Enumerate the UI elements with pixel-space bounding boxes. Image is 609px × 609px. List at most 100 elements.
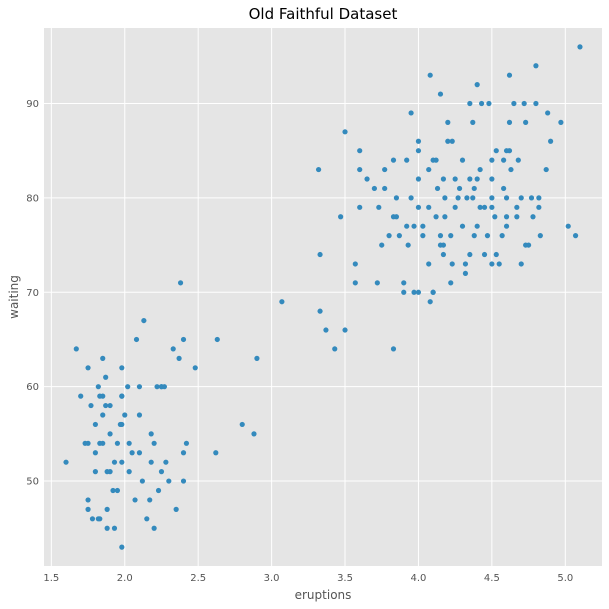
- data-point: [180, 478, 187, 484]
- data-point: [489, 195, 495, 201]
- data-point: [390, 346, 397, 352]
- data-point: [515, 157, 521, 163]
- data-point: [139, 478, 145, 484]
- data-point: [78, 393, 84, 399]
- data-point: [151, 440, 157, 446]
- data-point: [471, 185, 477, 192]
- data-point: [92, 450, 98, 456]
- data-point: [452, 204, 458, 210]
- data-point: [148, 431, 154, 437]
- data-point: [518, 261, 524, 267]
- data-point: [537, 233, 543, 239]
- data-point: [411, 223, 417, 229]
- data-point: [132, 497, 138, 503]
- data-point: [449, 138, 455, 144]
- data-point: [103, 374, 109, 380]
- data-point: [173, 506, 179, 512]
- data-point: [103, 402, 109, 409]
- data-point: [503, 223, 510, 229]
- data-point: [154, 384, 160, 390]
- data-point: [427, 299, 433, 305]
- data-point: [437, 91, 444, 97]
- data-point: [107, 431, 113, 437]
- data-point: [433, 157, 439, 163]
- data-point: [543, 166, 549, 173]
- data-point: [213, 450, 219, 456]
- data-point: [107, 469, 113, 475]
- x-tick-label: 2.0: [117, 573, 133, 584]
- data-point: [141, 317, 147, 324]
- data-point: [464, 195, 470, 201]
- data-point: [183, 440, 190, 446]
- data-point: [342, 129, 348, 135]
- data-point: [126, 469, 132, 475]
- data-point: [136, 384, 143, 390]
- data-point: [176, 355, 182, 361]
- data-point: [100, 355, 106, 361]
- data-point: [114, 487, 121, 494]
- data-point: [401, 280, 407, 286]
- data-point: [357, 148, 363, 154]
- data-point: [477, 166, 483, 173]
- data-point: [85, 440, 91, 446]
- data-point: [338, 214, 344, 220]
- y-tick-label: 60: [26, 382, 39, 393]
- data-point: [528, 195, 535, 201]
- data-point: [467, 100, 473, 107]
- data-point: [493, 148, 499, 154]
- data-point: [426, 166, 432, 173]
- data-point: [110, 487, 116, 494]
- data-point: [144, 516, 150, 522]
- data-point: [126, 440, 132, 446]
- data-point: [440, 251, 447, 258]
- data-point: [471, 233, 477, 239]
- data-point: [107, 402, 113, 409]
- data-point: [489, 261, 495, 267]
- y-tick-label: 70: [26, 288, 39, 299]
- data-point: [577, 44, 583, 50]
- data-point: [352, 280, 358, 286]
- data-point: [89, 516, 96, 522]
- data-point: [390, 157, 397, 163]
- data-point: [119, 393, 125, 399]
- data-point: [166, 478, 172, 484]
- data-point: [401, 289, 407, 295]
- data-point: [180, 450, 187, 456]
- data-point: [136, 412, 143, 418]
- data-point: [459, 223, 466, 229]
- data-point: [467, 176, 473, 182]
- data-point: [467, 251, 473, 258]
- plot-area: [44, 28, 602, 566]
- data-point: [323, 327, 329, 333]
- data-point: [122, 412, 128, 418]
- data-point: [489, 176, 495, 182]
- data-point: [440, 242, 447, 248]
- data-points: [63, 44, 583, 550]
- data-point: [415, 138, 422, 144]
- data-point: [442, 195, 448, 201]
- data-point: [462, 261, 469, 267]
- data-point: [408, 195, 414, 201]
- data-point: [104, 506, 110, 512]
- data-point: [501, 185, 507, 192]
- data-point: [434, 185, 441, 192]
- data-point: [411, 289, 417, 295]
- data-point: [499, 233, 505, 239]
- data-point: [506, 148, 513, 154]
- data-point: [558, 119, 564, 125]
- data-point: [572, 233, 579, 239]
- gridlines: [44, 28, 602, 566]
- data-point: [95, 384, 101, 390]
- x-tick-label: 3.5: [337, 573, 353, 584]
- data-point: [396, 233, 402, 239]
- data-point: [437, 233, 444, 239]
- data-point: [420, 223, 426, 229]
- data-point: [119, 421, 125, 428]
- data-point: [170, 346, 176, 352]
- data-point: [415, 204, 422, 210]
- data-point: [548, 138, 554, 144]
- data-point: [474, 223, 480, 229]
- data-point: [426, 204, 432, 210]
- data-point: [73, 346, 79, 352]
